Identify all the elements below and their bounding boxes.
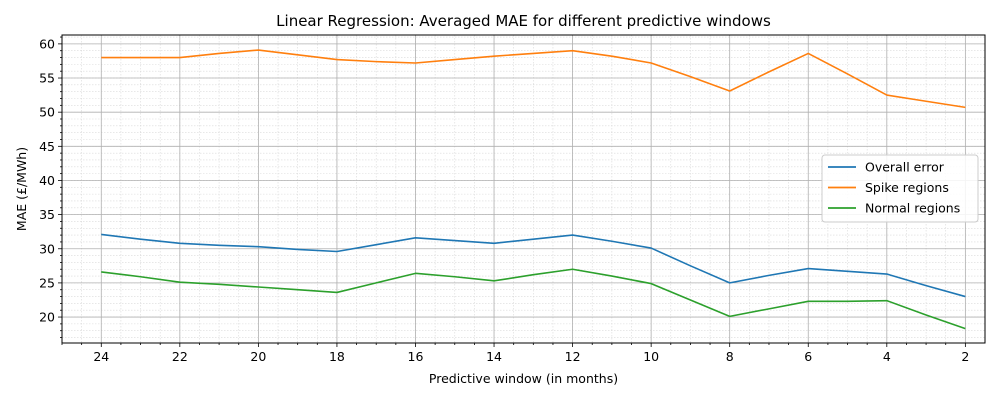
x-tick-label: 20 bbox=[250, 349, 266, 364]
y-tick-label: 60 bbox=[39, 36, 55, 51]
series-line-spike-regions bbox=[101, 49, 966, 109]
x-tick-label: 6 bbox=[804, 349, 812, 364]
legend: Overall error Spike regions Normal regions bbox=[821, 154, 979, 223]
legend-box bbox=[821, 154, 979, 223]
x-tick-label: 18 bbox=[329, 349, 345, 364]
x-axis-title: Predictive window (in months) bbox=[429, 371, 618, 386]
y-axis-ticks: 20 25 30 35 40 45 50 55 60 bbox=[39, 36, 62, 338]
x-tick-label: 4 bbox=[883, 349, 891, 364]
legend-label: Overall error bbox=[865, 160, 945, 175]
series-line-normal-regions bbox=[101, 268, 966, 330]
legend-label: Spike regions bbox=[865, 180, 949, 195]
y-tick-label: 20 bbox=[39, 310, 55, 325]
y-tick-label: 55 bbox=[39, 71, 55, 86]
x-tick-label: 22 bbox=[172, 349, 188, 364]
legend-label: Normal regions bbox=[865, 201, 960, 216]
x-tick-label: 24 bbox=[93, 349, 109, 364]
x-axis-ticks: 24 22 20 18 16 14 12 10 8 6 4 2 bbox=[61, 343, 969, 364]
x-tick-label: 14 bbox=[486, 349, 502, 364]
y-tick-label: 40 bbox=[39, 173, 55, 188]
x-tick-label: 2 bbox=[961, 349, 969, 364]
chart-title: Linear Regression: Averaged MAE for diff… bbox=[276, 12, 771, 30]
plot-frame bbox=[61, 34, 986, 344]
x-tick-label: 16 bbox=[408, 349, 424, 364]
y-tick-label: 35 bbox=[39, 207, 55, 222]
y-tick-label: 30 bbox=[39, 241, 55, 256]
x-tick-label: 10 bbox=[643, 349, 659, 364]
x-tick-label: 8 bbox=[726, 349, 734, 364]
series-line-overall-error bbox=[101, 233, 966, 298]
x-tick-label: 12 bbox=[565, 349, 581, 364]
series-layer bbox=[101, 49, 966, 330]
y-tick-label: 25 bbox=[39, 275, 55, 290]
y-axis-title: MAE (£/MWh) bbox=[14, 147, 29, 231]
y-tick-label: 45 bbox=[39, 139, 55, 154]
y-tick-label: 50 bbox=[39, 105, 55, 120]
